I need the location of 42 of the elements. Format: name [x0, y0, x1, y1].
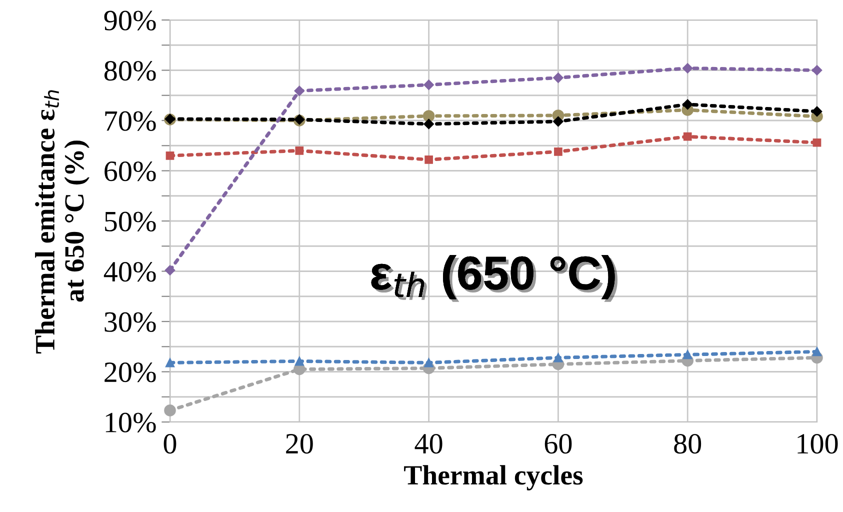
point — [812, 347, 822, 356]
point — [683, 350, 692, 360]
point — [682, 63, 693, 74]
point — [165, 358, 175, 368]
point — [682, 99, 693, 110]
point — [164, 265, 176, 276]
annotation: ε$_{th}$ (650 °C) — [371, 255, 618, 302]
point — [294, 86, 305, 96]
point — [554, 353, 563, 362]
y-tick-label: 20% — [104, 362, 156, 382]
point — [164, 404, 176, 416]
x-tick-label: 40 — [414, 434, 442, 454]
point — [166, 152, 174, 160]
x-tick-label: 20 — [286, 434, 313, 454]
point — [424, 156, 433, 164]
point — [812, 138, 822, 147]
point — [424, 358, 434, 368]
point — [554, 147, 562, 156]
x-tick-label: 60 — [544, 434, 572, 454]
y-tick-label: 30% — [104, 312, 156, 332]
x-tick-label: 0 — [164, 434, 176, 454]
y-tick-label: 80% — [104, 60, 156, 81]
point — [553, 116, 564, 127]
point — [424, 118, 434, 130]
x-axis-title: Thermal cycles — [404, 465, 583, 490]
point — [422, 110, 435, 122]
text: Thermal emittance ε$_{th}$ at 650 °C (%) — [35, 90, 90, 354]
y-tick-label: 10% — [106, 412, 156, 432]
point — [424, 80, 434, 90]
point — [294, 356, 304, 366]
y-tick-label: 40% — [104, 262, 156, 282]
point — [812, 106, 822, 117]
y-tick-label: 90% — [104, 10, 156, 30]
point — [295, 146, 304, 155]
y-tick-label: 50% — [105, 212, 156, 232]
point — [553, 72, 564, 83]
point — [683, 132, 692, 141]
point — [812, 65, 822, 76]
y-tick-label: 70% — [105, 111, 156, 131]
y-tick-label: 60% — [104, 161, 156, 182]
x-tick-label: 100 — [798, 434, 838, 454]
x-tick-label: 80 — [674, 434, 702, 454]
